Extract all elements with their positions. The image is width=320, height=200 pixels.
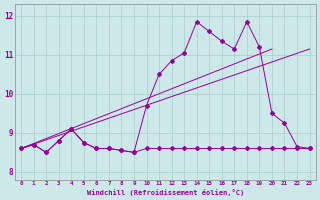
X-axis label: Windchill (Refroidissement éolien,°C): Windchill (Refroidissement éolien,°C) — [87, 189, 244, 196]
